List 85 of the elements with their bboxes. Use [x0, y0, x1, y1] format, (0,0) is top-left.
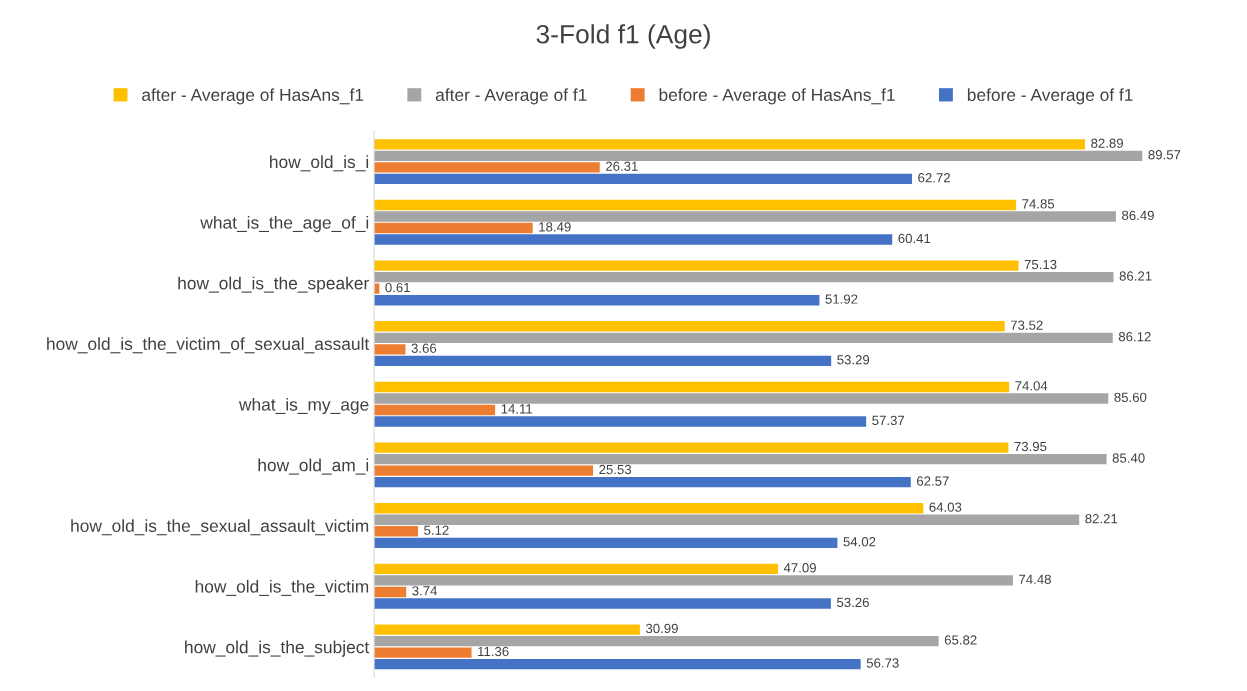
y-tick-label: how_old_is_the_speaker	[178, 276, 369, 293]
bar	[374, 295, 820, 306]
bar	[374, 393, 1109, 404]
data-label: 82.21	[1085, 513, 1118, 524]
legend-label: before - Average of HasAns_f1	[659, 88, 895, 105]
y-tick-label: how_old_is_the_subject	[185, 640, 370, 657]
bar	[374, 271, 1114, 283]
data-label: 64.03	[929, 502, 962, 512]
bar	[374, 575, 1013, 586]
data-label: 11.36	[478, 646, 509, 657]
data-label: 25.53	[599, 464, 632, 475]
bar	[374, 211, 1116, 222]
data-label: 65.82	[944, 635, 977, 645]
legend-label: before - Average of f1	[967, 88, 1133, 105]
data-label: 82.89	[1091, 138, 1123, 148]
data-label: 54.02	[843, 537, 876, 547]
data-label: 53.29	[837, 355, 870, 365]
bar	[374, 404, 496, 416]
data-label: 62.72	[918, 173, 950, 183]
bar	[374, 199, 1017, 211]
bar	[374, 139, 1086, 150]
data-label: 53.26	[836, 597, 869, 608]
data-label: 3.74	[412, 586, 438, 596]
data-label: 56.73	[866, 658, 899, 668]
bar	[374, 465, 594, 476]
y-tick-label: how_old_is_the_sexual_assault_victim	[71, 519, 369, 536]
bar	[374, 332, 1113, 343]
data-label: 62.57	[916, 476, 949, 486]
bar	[374, 586, 407, 598]
bar	[374, 526, 419, 537]
bar	[374, 150, 1143, 162]
bar	[374, 563, 778, 575]
data-label: 85.40	[1112, 453, 1145, 463]
data-label: 85.60	[1114, 392, 1147, 403]
y-tick-label: how_old_am_i	[258, 458, 369, 475]
y-tick-label: how_old_is_i	[270, 155, 369, 172]
bar	[374, 453, 1107, 465]
data-label: 57.37	[872, 415, 905, 426]
data-label: 73.95	[1014, 441, 1047, 452]
data-label: 86.21	[1119, 271, 1152, 281]
bar	[374, 442, 1009, 453]
bar	[374, 260, 1019, 271]
data-label: 86.12	[1118, 332, 1151, 342]
bar	[374, 598, 831, 609]
data-label: 0.61	[385, 282, 410, 293]
bar	[374, 476, 911, 488]
y-tick-label: how_old_is_the_victim_of_sexual_assault	[47, 337, 370, 354]
data-label: 30.99	[645, 623, 678, 634]
data-label: 75.13	[1024, 259, 1057, 270]
y-tick-label: how_old_is_the_victim	[195, 579, 369, 596]
bar	[374, 222, 533, 234]
data-label: 60.41	[898, 233, 931, 244]
bar	[374, 416, 867, 427]
data-label: 47.09	[783, 563, 816, 573]
bar	[374, 514, 1080, 525]
bar	[374, 234, 893, 245]
bar	[374, 624, 640, 635]
bar	[374, 381, 1010, 393]
data-label: 74.48	[1019, 574, 1051, 584]
bar	[374, 162, 600, 173]
bar	[374, 635, 939, 647]
data-label: 51.92	[825, 294, 858, 304]
data-label: 3.66	[411, 343, 437, 353]
data-label: 18.49	[539, 222, 571, 232]
data-label: 89.57	[1148, 150, 1181, 160]
bar	[374, 344, 406, 355]
legend-label: after - Average of f1	[435, 88, 587, 105]
data-label: 14.11	[501, 404, 533, 414]
bar	[374, 173, 913, 185]
y-tick-label: what_is_the_age_of_i	[200, 215, 369, 233]
data-label: 26.31	[605, 161, 638, 171]
y-tick-label: what_is_my_age	[238, 397, 369, 415]
data-label: 73.52	[1010, 320, 1043, 330]
data-label: 74.04	[1015, 381, 1048, 391]
data-label: 74.85	[1022, 199, 1055, 209]
bar	[374, 355, 832, 367]
data-label: 5.12	[424, 525, 449, 535]
bar	[374, 537, 838, 549]
bar	[374, 503, 924, 514]
data-label: 86.49	[1122, 210, 1154, 221]
bar	[374, 321, 1005, 332]
bar	[374, 658, 861, 670]
legend-label: after - Average of HasAns_f1	[142, 88, 364, 105]
chart-title: 3-Fold f1 (Age)	[536, 24, 710, 49]
bar	[374, 647, 472, 658]
